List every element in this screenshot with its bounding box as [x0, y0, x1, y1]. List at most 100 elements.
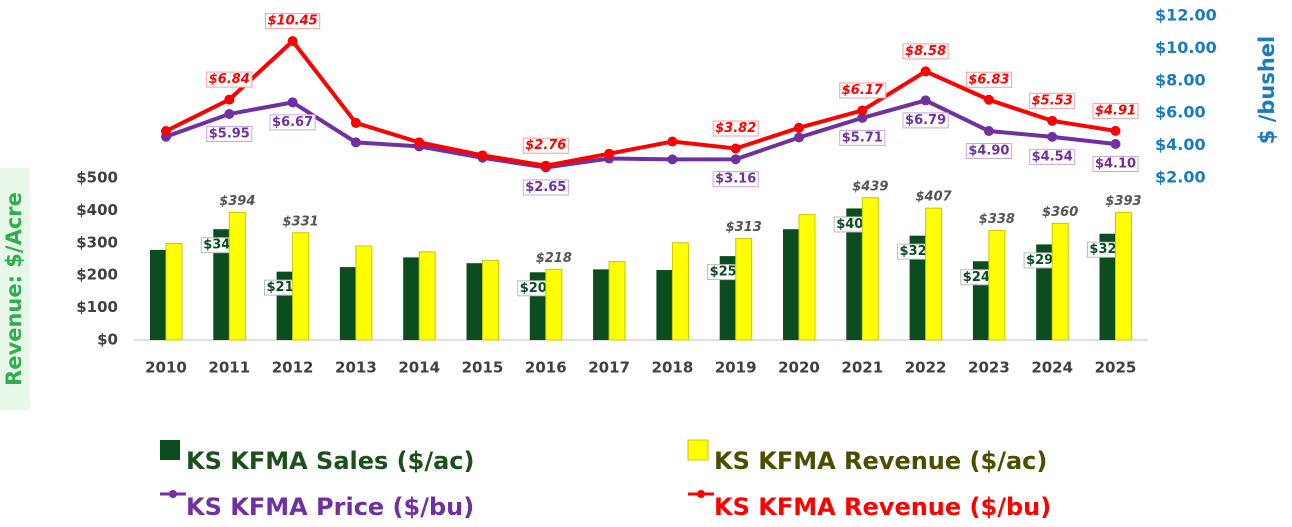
bar — [988, 229, 1006, 341]
bar — [783, 229, 799, 340]
point-label-bg — [902, 112, 949, 129]
x-tick-label: 2013 — [335, 359, 377, 377]
y2-tick-label: $8.00 — [1155, 70, 1206, 89]
bar-label: $331 — [283, 214, 319, 229]
point-label-bg — [712, 120, 759, 137]
bar — [150, 249, 166, 340]
bar — [1099, 233, 1116, 340]
legend-label: KS KFMA Revenue ($/ac) — [714, 447, 1047, 475]
point — [983, 126, 994, 137]
x-tick-label: 2021 — [841, 359, 883, 377]
y2-tick-label: $4.00 — [1155, 135, 1206, 154]
point-label: $4.54 — [1032, 149, 1073, 164]
point-label-bg — [712, 171, 759, 188]
y-tick-label: $500 — [76, 169, 118, 187]
x-tick-label: 2012 — [272, 359, 314, 377]
point — [920, 95, 931, 106]
legend-swatch — [169, 490, 177, 498]
y-tick-label: $400 — [76, 201, 118, 219]
point-label-bg — [1029, 92, 1076, 109]
point — [730, 154, 741, 165]
x-tick-label: 2019 — [715, 359, 757, 377]
bar-label: $360 — [1042, 205, 1078, 220]
legend-label: KS KFMA Revenue ($/bu) — [714, 493, 1051, 521]
x-tick-label: 2022 — [905, 359, 947, 377]
legend-swatch — [160, 440, 180, 460]
point-label-bg — [522, 137, 569, 154]
point-label: $6.67 — [272, 115, 313, 130]
point — [224, 109, 235, 120]
point-label: $6.83 — [968, 72, 1009, 87]
point — [920, 66, 931, 77]
point — [1047, 131, 1058, 142]
point — [667, 136, 678, 147]
x-tick-label: 2014 — [398, 359, 440, 377]
point — [667, 154, 678, 165]
bar-label: $394 — [219, 194, 255, 209]
bar — [909, 235, 926, 340]
bar — [466, 263, 483, 340]
point-label-bg — [206, 126, 253, 143]
bar-label: $313 — [726, 220, 762, 235]
point-label: $3.16 — [715, 172, 756, 187]
point — [1110, 138, 1121, 149]
bar — [545, 268, 563, 341]
point — [287, 36, 298, 47]
point-label: $5.95 — [209, 127, 250, 142]
point-label: $5.53 — [1032, 93, 1073, 108]
bar — [671, 242, 689, 341]
point — [857, 105, 868, 116]
bar — [1051, 222, 1069, 341]
point-label-bg — [839, 129, 886, 146]
bar — [418, 251, 436, 341]
point-label-bg — [265, 13, 321, 30]
bar — [925, 207, 943, 341]
bar-label: $439 — [852, 179, 888, 194]
point — [161, 126, 171, 137]
point-label-bg — [1092, 102, 1139, 119]
bar — [355, 245, 373, 341]
point-label: $6.17 — [842, 83, 884, 98]
legend-swatch — [697, 490, 705, 498]
x-tick-label: 2023 — [968, 359, 1010, 377]
point — [983, 94, 994, 105]
point-label-bg — [902, 43, 949, 60]
point-label: $4.10 — [1095, 156, 1136, 171]
y2-tick-label: $2.00 — [1155, 168, 1206, 187]
point — [604, 148, 615, 159]
line — [165, 38, 1116, 168]
point-label-bg — [269, 114, 316, 131]
bar — [1115, 212, 1132, 341]
point — [540, 160, 551, 171]
point — [350, 137, 361, 148]
x-tick-label: 2011 — [208, 359, 250, 377]
legend-label: KS KFMA Price ($/bu) — [186, 493, 474, 521]
point-label: $3.82 — [715, 121, 756, 136]
point-label-bg — [965, 71, 1012, 88]
bar — [735, 238, 753, 341]
bar — [593, 269, 610, 340]
point — [857, 112, 868, 123]
bar — [846, 208, 863, 340]
point-label-bg — [522, 179, 569, 196]
line — [165, 98, 1116, 170]
point — [1110, 125, 1121, 136]
y-tick-label: $200 — [76, 266, 118, 284]
x-tick-label: 2017 — [588, 359, 630, 377]
bar — [608, 261, 626, 341]
point-label: $6.79 — [905, 113, 946, 128]
bar — [861, 197, 879, 341]
point-label: $5.71 — [842, 130, 883, 145]
point-label: $6.84 — [209, 72, 250, 87]
y-label-bg — [0, 168, 30, 410]
y2-tick-label: $6.00 — [1155, 103, 1206, 122]
y2-tick-label: $10.00 — [1155, 38, 1217, 57]
y-tick-label: $300 — [76, 233, 118, 251]
point — [477, 150, 488, 161]
point — [730, 143, 741, 154]
x-tick-label: 2015 — [462, 359, 504, 377]
x-tick-label: 2018 — [652, 359, 694, 377]
bar-label: $407 — [916, 190, 953, 205]
point — [350, 117, 361, 128]
